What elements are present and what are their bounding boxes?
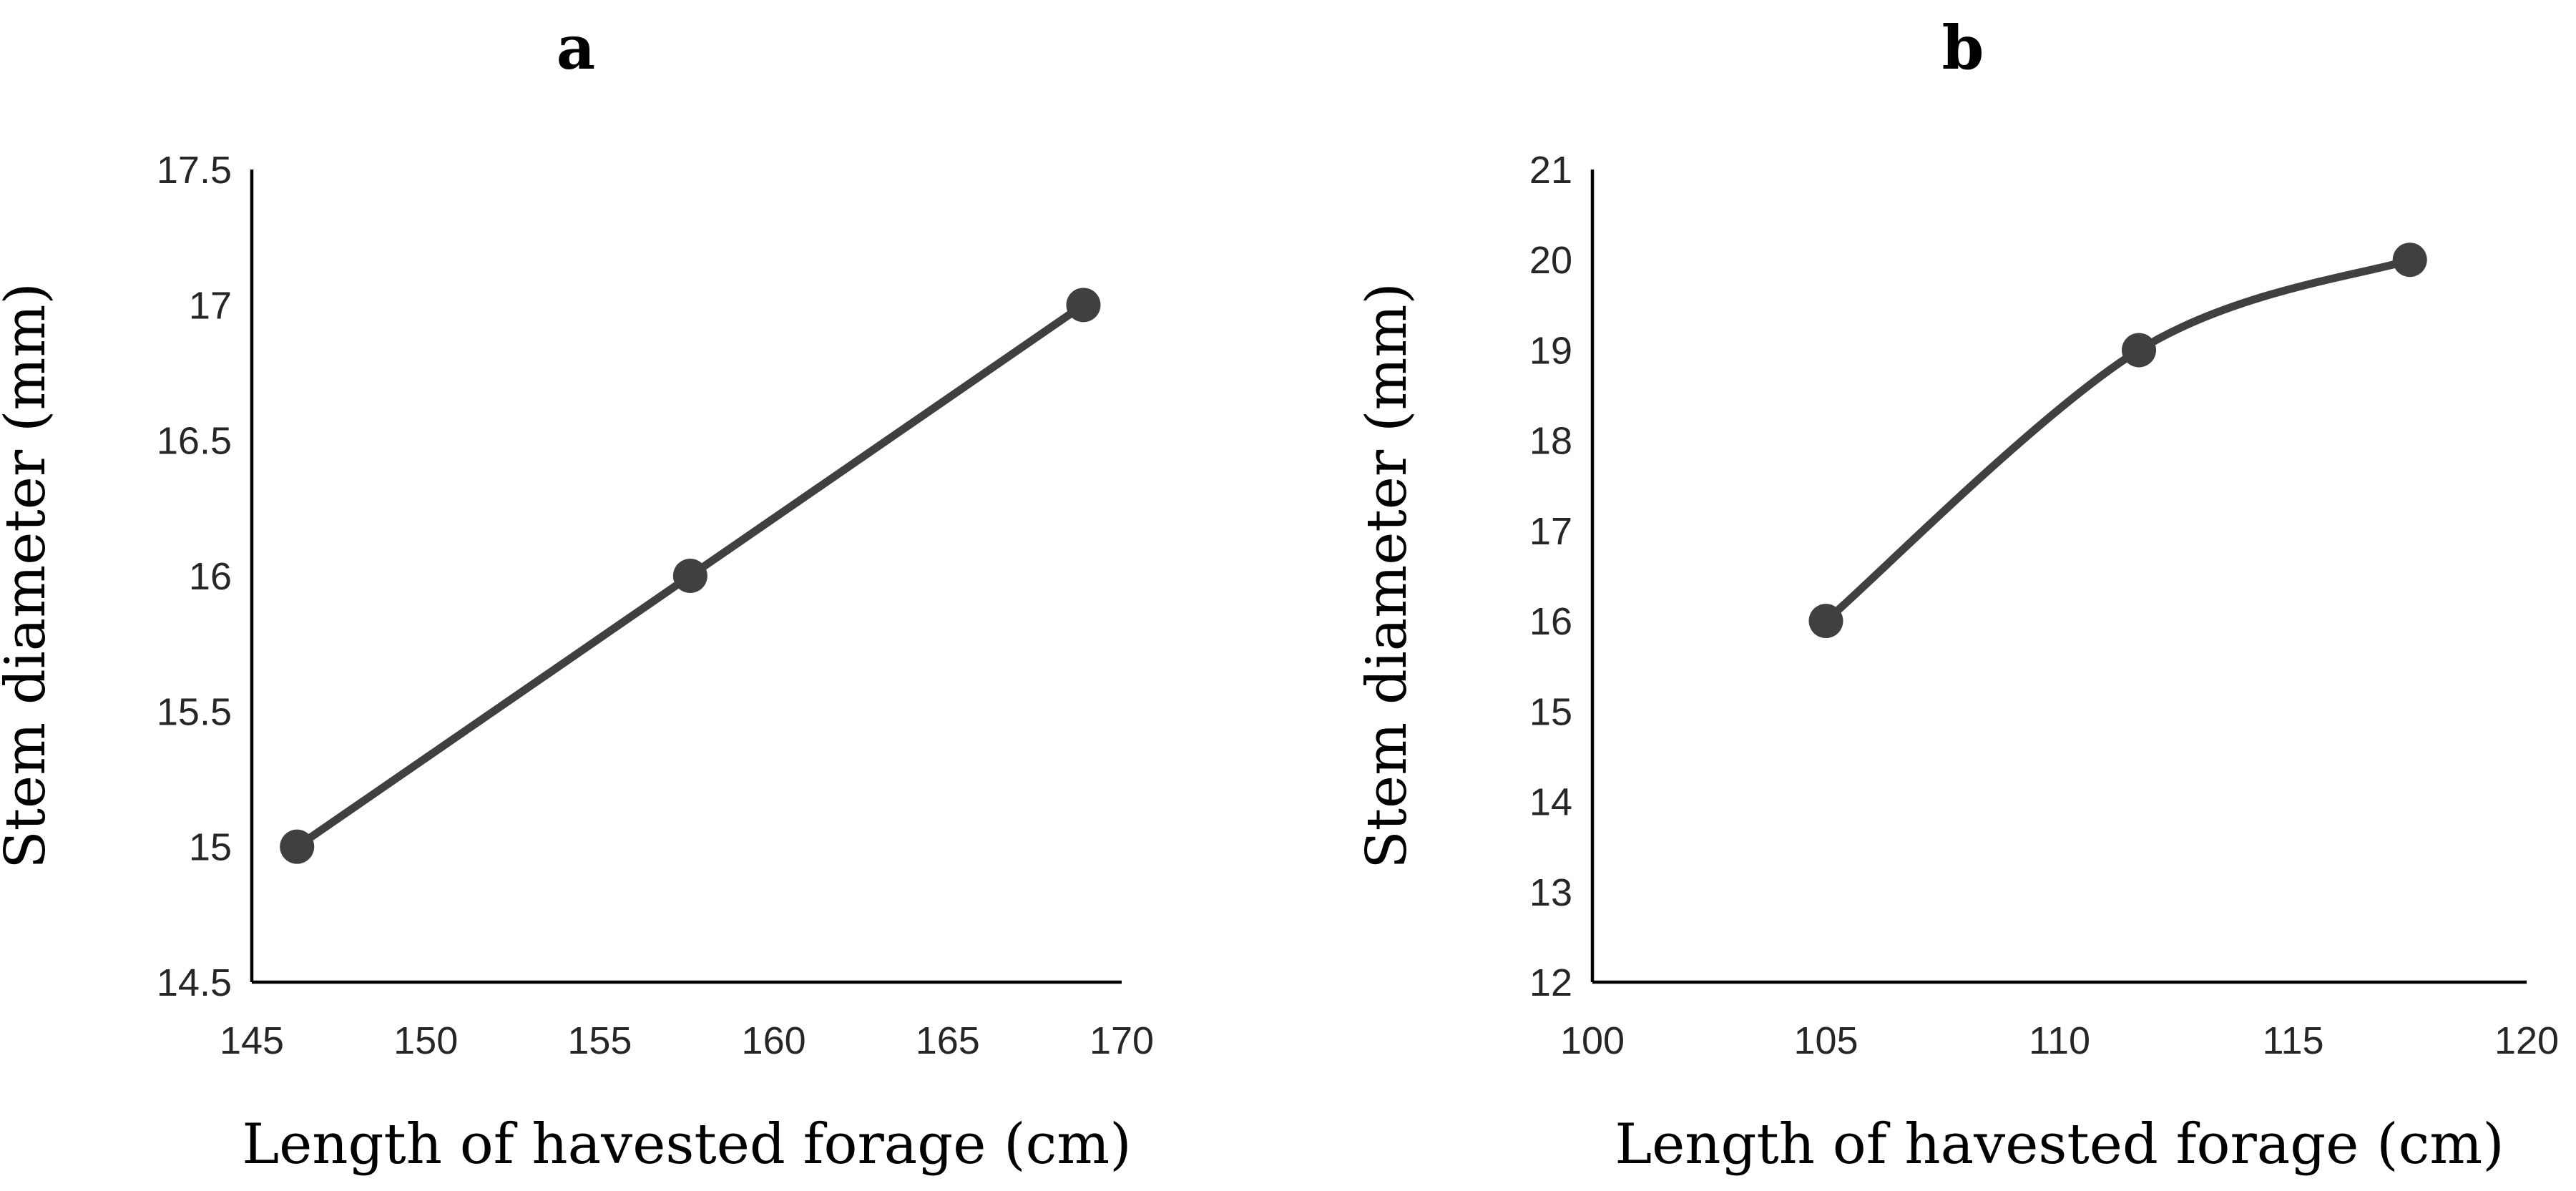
- y-axis-label: Stem diameter (mm): [1355, 283, 1419, 869]
- x-tick-label: 105: [1793, 1019, 1858, 1062]
- y-tick-label: 14.5: [157, 961, 232, 1004]
- data-point: [672, 559, 707, 593]
- x-tick-label: 170: [1089, 1019, 1154, 1062]
- x-tick-label: 150: [393, 1019, 458, 1062]
- x-axis-label: Length of havested forage (cm): [242, 1112, 1131, 1177]
- y-tick-label: 16.5: [157, 420, 232, 463]
- y-tick-label: 15: [1529, 690, 1572, 733]
- y-axis-label: Stem diameter (mm): [0, 283, 58, 869]
- x-tick-label: 110: [2029, 1019, 2090, 1062]
- y-tick-label: 16: [1529, 600, 1572, 643]
- x-tick-label: 115: [2262, 1019, 2323, 1062]
- panel-title-b: b: [1942, 12, 1984, 83]
- chart-panel-a: a 14.5 15 15.5 16 16.5 17 17.5 145 150 155 160 165 17…: [0, 12, 1154, 1177]
- y-tick-label: 18: [1529, 420, 1572, 463]
- y-tick-label: 21: [1529, 149, 1572, 192]
- y-tick-label: 15.5: [157, 690, 232, 733]
- data-point: [2122, 333, 2157, 368]
- data-point: [1066, 288, 1101, 323]
- x-tick-label: 165: [916, 1019, 980, 1062]
- data-point: [280, 829, 315, 864]
- y-tick-label: 12: [1529, 961, 1572, 1004]
- data-point: [1808, 604, 1843, 639]
- chart-panel-b: b 12 13 14 15 16 17 18 19 20 21 100 105 110 115 120 Leng…: [1355, 12, 2559, 1177]
- y-tick-label: 20: [1529, 239, 1572, 282]
- panel-title-a: a: [557, 12, 595, 83]
- y-tick-label: 14: [1529, 781, 1572, 824]
- x-tick-label: 120: [2494, 1019, 2559, 1062]
- y-tick-label: 17: [189, 284, 232, 327]
- x-axis-label: Length of havested forage (cm): [1615, 1112, 2504, 1177]
- x-tick-label: 155: [567, 1019, 632, 1062]
- y-tick-label: 17: [1529, 510, 1572, 553]
- y-tick-label: 16: [189, 555, 232, 598]
- y-tick-label: 15: [189, 826, 232, 869]
- x-tick-label: 160: [742, 1019, 806, 1062]
- x-tick-label: 145: [220, 1019, 284, 1062]
- data-point: [2392, 242, 2427, 278]
- y-tick-label: 13: [1529, 871, 1572, 914]
- series-line: [1822, 255, 2414, 625]
- x-tick-label: 100: [1560, 1019, 1625, 1062]
- y-tick-label: 17.5: [157, 149, 232, 192]
- y-tick-label: 19: [1529, 329, 1572, 372]
